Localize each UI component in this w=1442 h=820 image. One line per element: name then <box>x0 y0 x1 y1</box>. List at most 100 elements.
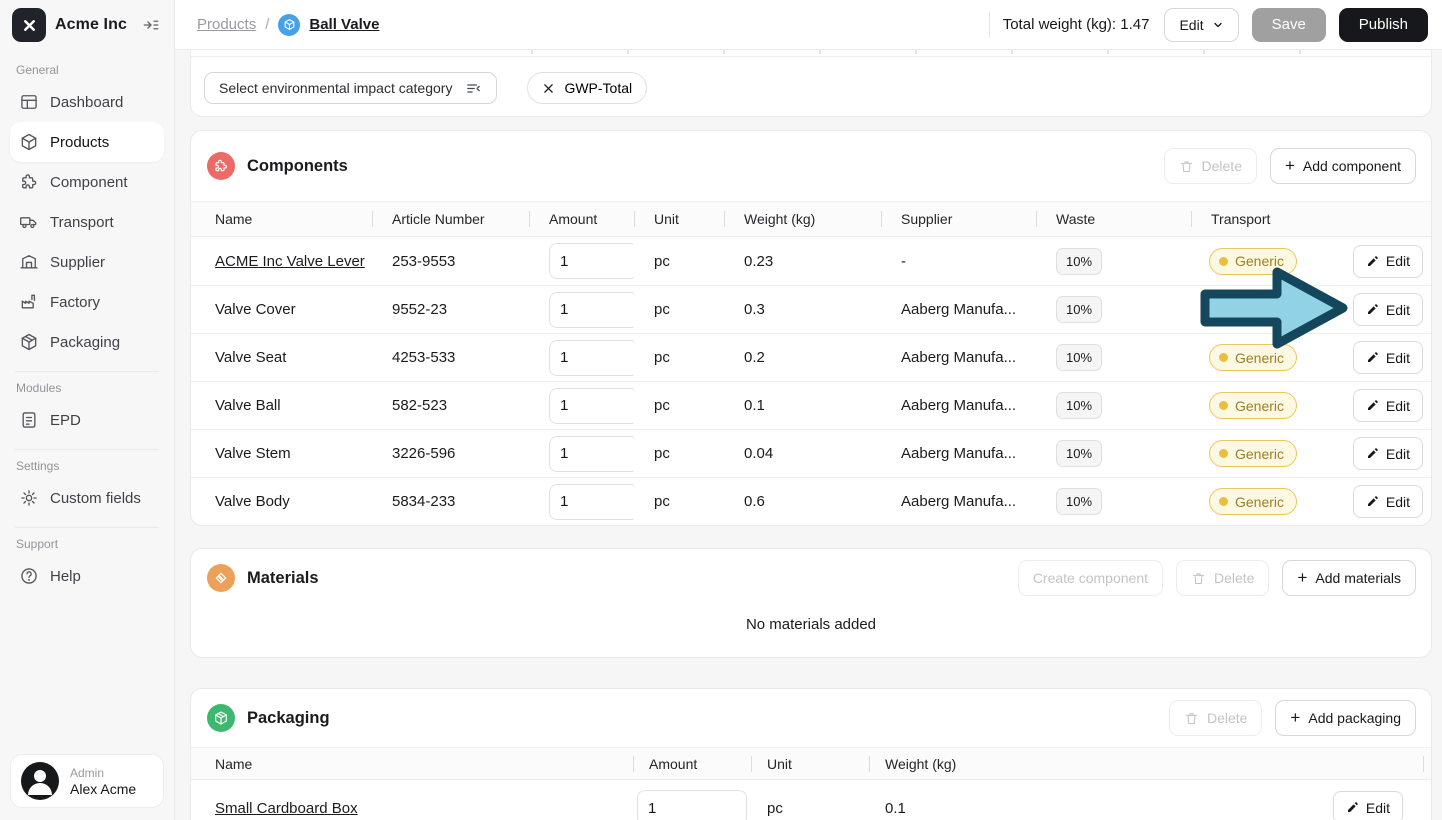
component-row: Valve Body 5834-233 pc 0.6 Aaberg Manufa… <box>191 477 1431 525</box>
edit-row-button[interactable]: Edit <box>1352 244 1423 278</box>
column-unit: Unit <box>751 756 869 772</box>
trash-icon <box>1192 572 1205 584</box>
user-name: Alex Acme <box>70 780 137 797</box>
sidebar-item-transport[interactable]: Transport <box>10 202 164 242</box>
components-icon <box>207 152 235 180</box>
edit-label: Edit <box>1385 445 1410 462</box>
sidebar-item-component[interactable]: Component <box>10 162 164 202</box>
sidebar-item-factory[interactable]: Factory <box>10 282 164 322</box>
edit-row-button[interactable]: Edit <box>1352 485 1423 518</box>
component-name-link[interactable]: ACME Inc Valve Lever <box>215 252 365 270</box>
nav-divider <box>15 449 159 450</box>
breadcrumb-separator: / <box>265 16 270 33</box>
packaging-row: Small Cardboard Box pc 0.1 Edit <box>191 780 1431 820</box>
waste-chip[interactable]: 10% <box>1056 296 1103 323</box>
transport-badge[interactable]: Generic <box>1209 247 1298 275</box>
warehouse-icon <box>20 255 38 269</box>
sidebar-item-label: Help <box>50 567 81 585</box>
edit-label: Edit <box>1385 253 1410 269</box>
create-component-label: Create component <box>1032 570 1148 586</box>
sidebar-item-label: Products <box>50 133 110 151</box>
badge-dot <box>1219 449 1228 458</box>
amount-input[interactable] <box>549 291 634 328</box>
sidebar-item-packaging[interactable]: Packaging <box>10 322 164 362</box>
edit-menu-label: Edit <box>1179 16 1204 33</box>
add-materials-button[interactable]: + Add materials <box>1282 560 1416 596</box>
save-button[interactable]: Save <box>1251 7 1326 42</box>
edit-menu-button[interactable]: Edit <box>1164 7 1239 42</box>
waste-chip[interactable]: 10% <box>1056 392 1103 419</box>
sidebar-item-help[interactable]: Help <box>10 556 164 596</box>
plus-icon: + <box>1297 568 1308 587</box>
close-icon[interactable] <box>542 82 555 95</box>
add-component-button[interactable]: + Add component <box>1269 148 1416 184</box>
user-profile[interactable]: Admin Alex Acme <box>10 754 164 808</box>
amount-input[interactable] <box>549 243 634 279</box>
breadcrumb-current-page[interactable]: Ball Valve <box>309 16 380 33</box>
transport-label: Generic <box>1235 253 1285 269</box>
edit-row-button[interactable]: Edit <box>1352 293 1423 326</box>
amount-input[interactable] <box>549 435 634 472</box>
edit-label: Edit <box>1385 493 1410 510</box>
sidebar-item-supplier[interactable]: Supplier <box>10 242 164 282</box>
edit-row-button[interactable]: Edit <box>1352 389 1423 422</box>
add-packaging-button[interactable]: + Add packaging <box>1275 700 1416 736</box>
component-weight: 0.1 <box>744 397 765 414</box>
edit-label: Edit <box>1385 349 1410 366</box>
amount-input[interactable] <box>549 387 634 424</box>
amount-input[interactable] <box>549 339 634 376</box>
component-supplier: Aaberg Manufa... <box>901 397 1017 414</box>
sidebar-item-label: Packaging <box>50 333 121 351</box>
packaging-name-link[interactable]: Small Cardboard Box <box>215 799 358 817</box>
sidebar-item-custom-fields[interactable]: Custom fields <box>10 478 164 518</box>
filter-chip-label: GWP-Total <box>564 80 633 96</box>
trash-icon <box>1185 712 1197 724</box>
transport-badge[interactable]: Generic <box>1209 392 1298 419</box>
waste-chip[interactable]: 10% <box>1056 440 1103 467</box>
component-unit: pc <box>654 445 670 462</box>
edit-row-button[interactable]: Edit <box>1352 437 1423 470</box>
edit-row-button[interactable]: Edit <box>1332 791 1403 820</box>
materials-empty-state: No materials added <box>745 616 877 633</box>
transport-badge[interactable]: Generic <box>1209 296 1298 323</box>
create-component-button[interactable]: Create component <box>1017 560 1163 596</box>
waste-chip[interactable]: 10% <box>1056 247 1103 275</box>
plus-icon: + <box>1284 156 1295 175</box>
packaging-unit: pc <box>767 799 783 817</box>
collapse-sidebar-button[interactable] <box>140 14 162 36</box>
column-waste: Waste <box>1036 211 1191 227</box>
transport-label: Generic <box>1235 301 1285 318</box>
delete-packaging-button[interactable]: Delete <box>1168 700 1263 736</box>
filter-chip-gwp-total[interactable]: GWP-Total <box>527 72 648 104</box>
badge-dot <box>1219 353 1228 362</box>
sidebar-item-products[interactable]: Products <box>10 122 164 162</box>
nav-divider <box>15 527 159 528</box>
packaging-table-header: Name Amount Unit Weight (kg) <box>191 747 1431 780</box>
components-table-header: Name Article Number Amount Unit Weight (… <box>191 201 1431 237</box>
sidebar-item-label: Factory <box>50 293 101 311</box>
waste-chip[interactable]: 10% <box>1056 488 1103 515</box>
sidebar-nav: General Dashboard Products Component Tra… <box>0 50 174 596</box>
column-weight: Weight (kg) <box>724 211 881 227</box>
transport-label: Generic <box>1235 397 1285 414</box>
pencil-icon <box>1367 352 1378 362</box>
sidebar-item-epd[interactable]: EPD <box>10 400 164 440</box>
sidebar-item-dashboard[interactable]: Dashboard <box>10 82 164 122</box>
publish-button[interactable]: Publish <box>1338 7 1428 42</box>
amount-input[interactable] <box>549 483 634 520</box>
transport-badge[interactable]: Generic <box>1209 344 1298 371</box>
delete-materials-button[interactable]: Delete <box>1176 560 1270 596</box>
amount-input[interactable] <box>637 790 747 820</box>
delete-components-button[interactable]: Delete <box>1163 148 1257 184</box>
nav-section-general: General <box>16 63 59 77</box>
waste-chip[interactable]: 10% <box>1056 344 1103 371</box>
transport-badge[interactable]: Generic <box>1209 488 1298 515</box>
transport-badge[interactable]: Generic <box>1209 440 1298 467</box>
component-unit: pc <box>654 349 670 366</box>
breadcrumb-products-link[interactable]: Products <box>197 16 257 33</box>
packaging-actions: Delete + Add packaging <box>1168 700 1416 736</box>
impact-category-select[interactable]: Select environmental impact category <box>204 72 498 104</box>
breadcrumb: Products / Ball Valve <box>197 13 380 36</box>
edit-row-button[interactable]: Edit <box>1352 341 1423 374</box>
component-weight: 0.04 <box>744 445 774 462</box>
